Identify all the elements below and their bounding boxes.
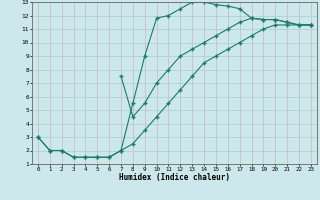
X-axis label: Humidex (Indice chaleur): Humidex (Indice chaleur) [119, 173, 230, 182]
